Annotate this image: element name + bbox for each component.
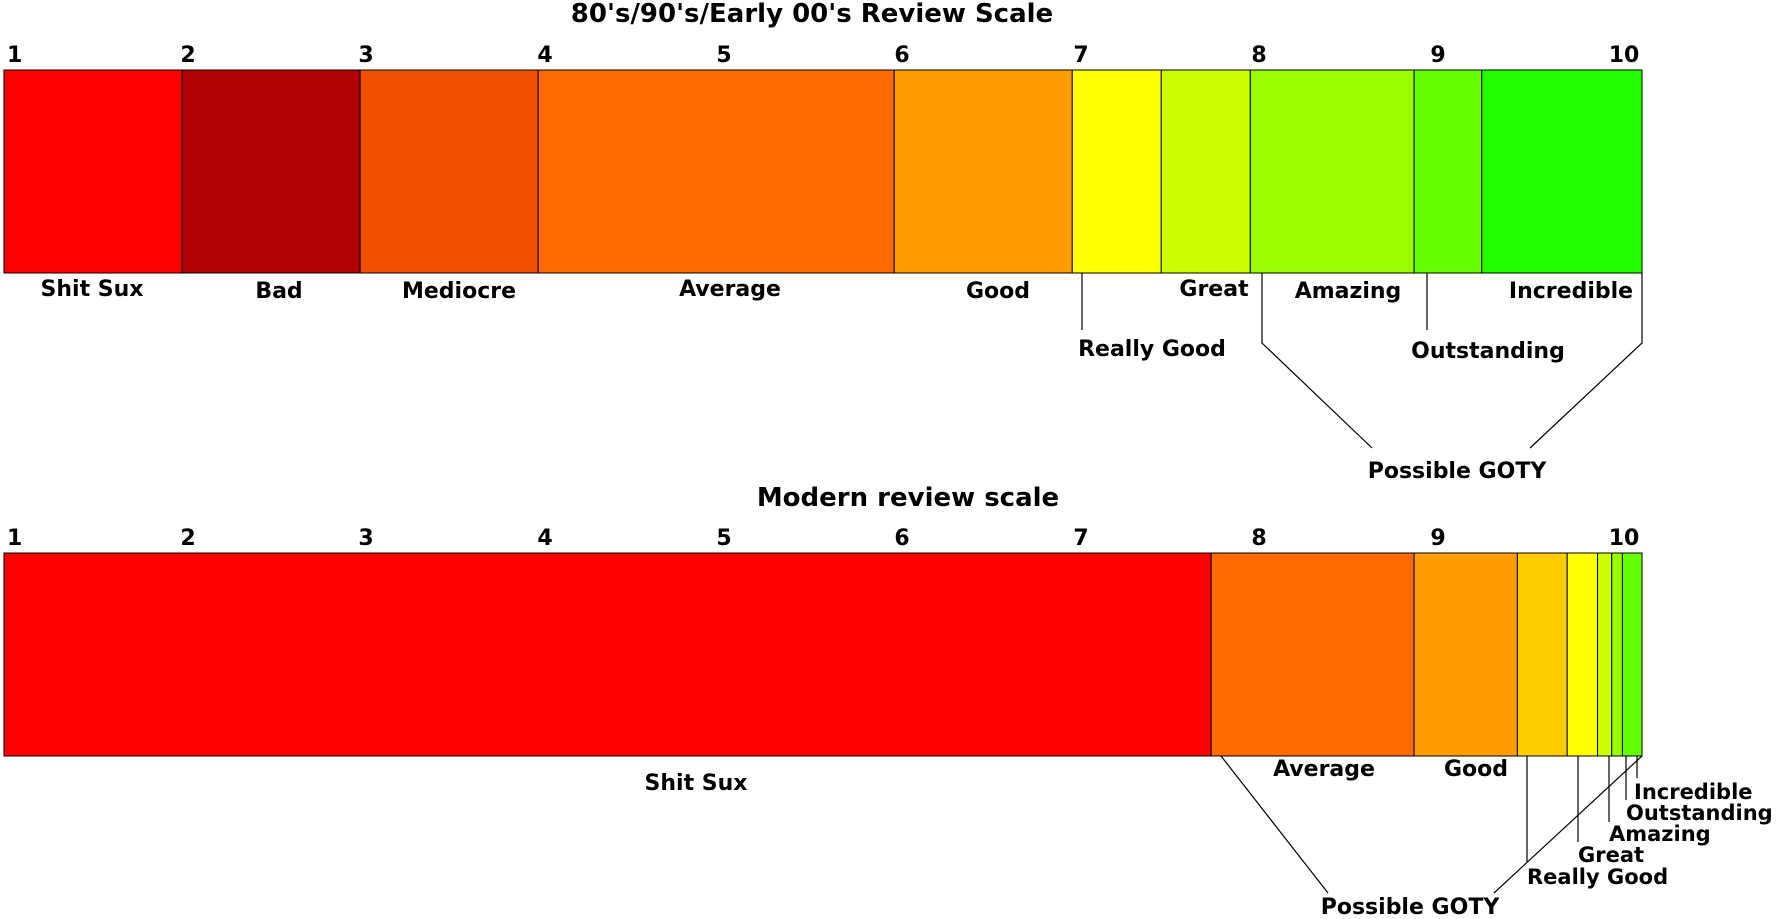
classic-label-mediocre: Mediocre — [402, 279, 516, 304]
modern-segment-outstanding — [1611, 552, 1623, 757]
modern-tick-10: 10 — [1609, 526, 1640, 551]
classic-tick-6: 6 — [894, 43, 909, 68]
modern-goty-bracket-left — [1220, 755, 1329, 894]
classic-label-average: Average — [679, 277, 781, 302]
modern-tick-4: 4 — [537, 526, 552, 551]
classic-segment-mediocre — [359, 69, 539, 274]
classic-segment-great — [1160, 69, 1251, 274]
classic-goty-bracket-right — [1529, 273, 1643, 449]
classic-tick-2: 2 — [180, 43, 195, 68]
modern-label-shit-sux: Shit Sux — [645, 771, 748, 796]
modern-tick-9: 9 — [1430, 526, 1445, 551]
classic-scale-bar — [3, 69, 1643, 274]
modern-tick-8: 8 — [1251, 526, 1266, 551]
classic-goty-bracket-left — [1261, 273, 1373, 449]
classic-segment-really-good — [1071, 69, 1162, 274]
classic-segment-shit-sux — [3, 69, 183, 274]
classic-scale-ticks: 1 2 3 4 5 6 7 8 9 10 — [7, 43, 1639, 68]
classic-segment-good — [893, 69, 1073, 274]
classic-scale-title: 80's/90's/Early 00's Review Scale — [571, 0, 1053, 29]
modern-scale-labels: Shit Sux Average Good Really Good Great … — [645, 757, 1773, 919]
classic-scale-leaders — [1081, 273, 1643, 449]
modern-label-amazing: Amazing — [1609, 822, 1711, 846]
modern-scale-ticks: 1 2 3 4 5 6 7 8 9 10 — [7, 526, 1639, 551]
modern-tick-1: 1 — [7, 526, 22, 551]
classic-tick-3: 3 — [358, 43, 373, 68]
modern-segment-good — [1413, 552, 1518, 757]
modern-goty-bracket-right — [1493, 755, 1643, 894]
modern-scale-title: Modern review scale — [757, 483, 1059, 513]
classic-segment-amazing — [1249, 69, 1415, 274]
modern-tick-6: 6 — [894, 526, 909, 551]
modern-scale-leaders — [1220, 755, 1643, 894]
classic-tick-1: 1 — [7, 43, 22, 68]
modern-label-average: Average — [1273, 757, 1375, 782]
classic-label-really-good: Really Good — [1078, 337, 1226, 362]
classic-label-bad: Bad — [255, 279, 302, 304]
modern-scale-bar — [3, 552, 1643, 757]
classic-label-outstanding: Outstanding — [1411, 339, 1565, 364]
modern-tick-3: 3 — [358, 526, 373, 551]
classic-label-shit-sux: Shit Sux — [41, 277, 144, 302]
classic-segment-average — [537, 69, 895, 274]
modern-segment-shit-sux — [3, 552, 1212, 757]
modern-label-really-good: Really Good — [1527, 865, 1668, 889]
classic-label-great: Great — [1179, 277, 1249, 302]
modern-review-scale: Modern review scale 1 2 3 4 5 6 7 8 9 10 — [3, 483, 1773, 919]
modern-tick-2: 2 — [180, 526, 195, 551]
modern-segment-incredible — [1621, 552, 1643, 757]
classic-segment-outstanding — [1413, 69, 1483, 274]
modern-tick-5: 5 — [716, 526, 731, 551]
classic-tick-8: 8 — [1251, 43, 1266, 68]
classic-review-scale: 80's/90's/Early 00's Review Scale 1 2 3 … — [3, 0, 1643, 484]
classic-label-incredible: Incredible — [1509, 279, 1633, 304]
modern-label-great: Great — [1578, 843, 1644, 867]
modern-label-incredible: Incredible — [1634, 780, 1753, 804]
modern-tick-7: 7 — [1073, 526, 1088, 551]
modern-label-outstanding: Outstanding — [1626, 801, 1773, 825]
classic-label-possible-goty: Possible GOTY — [1368, 459, 1548, 484]
classic-tick-9: 9 — [1430, 43, 1445, 68]
classic-tick-4: 4 — [537, 43, 552, 68]
classic-scale-labels: Shit Sux Bad Mediocre Average Good Reall… — [41, 277, 1634, 484]
modern-segment-really-good — [1516, 552, 1568, 757]
classic-segment-bad — [181, 69, 361, 274]
classic-label-amazing: Amazing — [1295, 279, 1402, 304]
classic-label-good: Good — [966, 279, 1030, 304]
modern-label-possible-goty: Possible GOTY — [1321, 895, 1501, 919]
modern-segment-amazing — [1596, 552, 1613, 757]
classic-tick-7: 7 — [1073, 43, 1088, 68]
modern-segment-great — [1566, 552, 1598, 757]
modern-segment-average — [1210, 552, 1415, 757]
classic-tick-5: 5 — [716, 43, 731, 68]
classic-tick-10: 10 — [1609, 43, 1640, 68]
classic-segment-incredible — [1481, 69, 1643, 274]
modern-label-good: Good — [1444, 757, 1508, 782]
